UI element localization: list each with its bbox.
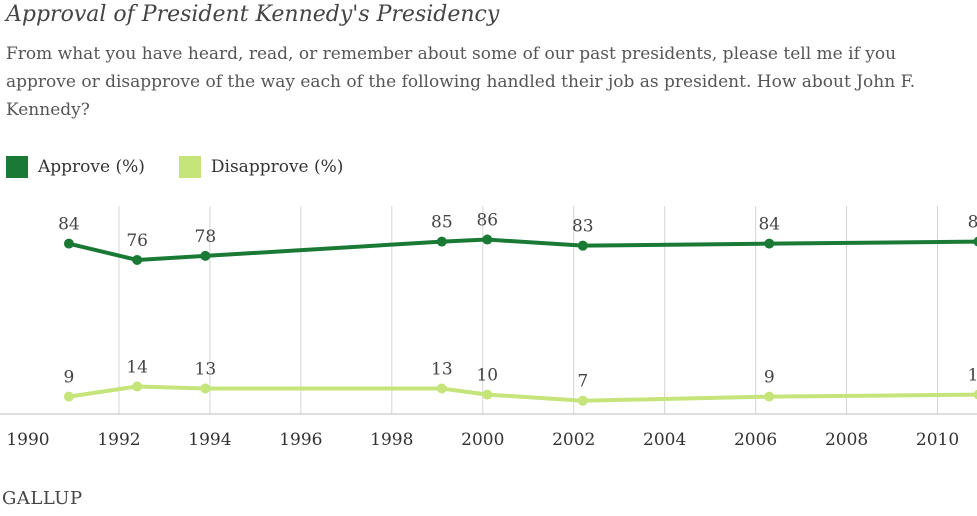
legend-swatch-approve xyxy=(6,156,28,178)
x-tick-label-2010: 2010 xyxy=(916,430,959,450)
data-label-disapprove-7: 10 xyxy=(968,366,977,386)
x-tick-label-1996: 1996 xyxy=(279,430,322,450)
x-tick-label-2008: 2008 xyxy=(825,430,868,450)
data-point-approve-4 xyxy=(482,234,493,245)
x-tick-label-1992: 1992 xyxy=(97,430,140,450)
data-point-disapprove-1 xyxy=(132,381,143,392)
data-point-disapprove-7 xyxy=(973,389,977,400)
data-label-approve-5: 83 xyxy=(572,217,594,237)
data-label-disapprove-0: 9 xyxy=(64,368,75,388)
x-tick-label-1994: 1994 xyxy=(188,430,231,450)
data-label-approve-0: 84 xyxy=(58,215,80,235)
data-point-approve-2 xyxy=(200,250,211,261)
data-point-disapprove-3 xyxy=(436,383,447,394)
legend: Approve (%) Disapprove (%) xyxy=(6,156,377,178)
data-point-disapprove-2 xyxy=(200,383,211,394)
data-point-approve-1 xyxy=(132,254,143,265)
gallup-logo: GALLUP xyxy=(2,488,83,509)
data-label-disapprove-1: 14 xyxy=(126,357,148,377)
data-point-approve-0 xyxy=(63,238,74,249)
x-tick-label-1998: 1998 xyxy=(370,430,413,450)
data-label-approve-2: 78 xyxy=(195,227,217,247)
data-label-approve-7: 85 xyxy=(968,213,977,233)
legend-label-approve: Approve (%) xyxy=(38,157,145,177)
data-point-approve-3 xyxy=(436,236,447,247)
data-label-approve-1: 76 xyxy=(126,231,148,251)
data-label-approve-6: 84 xyxy=(758,215,780,235)
line-chart: 1990 1992 1994 1996 1998 2000 2002 2004 2006 2008… xyxy=(0,206,977,450)
data-point-approve-5 xyxy=(577,240,588,251)
x-tick-label-2000: 2000 xyxy=(461,430,504,450)
data-label-disapprove-4: 10 xyxy=(476,366,498,386)
data-label-disapprove-5: 7 xyxy=(577,372,588,392)
data-point-approve-7 xyxy=(973,236,977,247)
x-tick-label-2004: 2004 xyxy=(643,430,686,450)
data-label-disapprove-3: 13 xyxy=(431,359,453,379)
survey-question: From what you have heard, read, or remem… xyxy=(6,44,916,120)
data-point-approve-6 xyxy=(764,238,775,249)
data-label-disapprove-6: 9 xyxy=(764,368,775,388)
legend-item-approve: Approve (%) xyxy=(6,156,145,178)
legend-swatch-disapprove xyxy=(178,156,201,178)
series-line-approve xyxy=(66,237,977,262)
data-point-disapprove-6 xyxy=(764,391,775,402)
data-label-approve-3: 85 xyxy=(431,213,453,233)
legend-label-disapprove: Disapprove (%) xyxy=(210,157,344,177)
x-tick-label-1990: 1990 xyxy=(6,430,49,450)
x-tick-label-2006: 2006 xyxy=(734,430,777,450)
data-label-approve-4: 86 xyxy=(476,211,498,231)
data-point-disapprove-0 xyxy=(63,391,74,402)
x-tick-label-2002: 2002 xyxy=(552,430,595,450)
chart-title: Approval of President Kennedy's Presiden… xyxy=(6,2,500,27)
data-point-disapprove-4 xyxy=(482,389,493,400)
legend-item-disapprove: Disapprove (%) xyxy=(178,156,344,178)
data-point-disapprove-5 xyxy=(577,395,588,406)
series-line-disapprove xyxy=(66,384,977,403)
data-label-disapprove-2: 13 xyxy=(195,359,217,379)
